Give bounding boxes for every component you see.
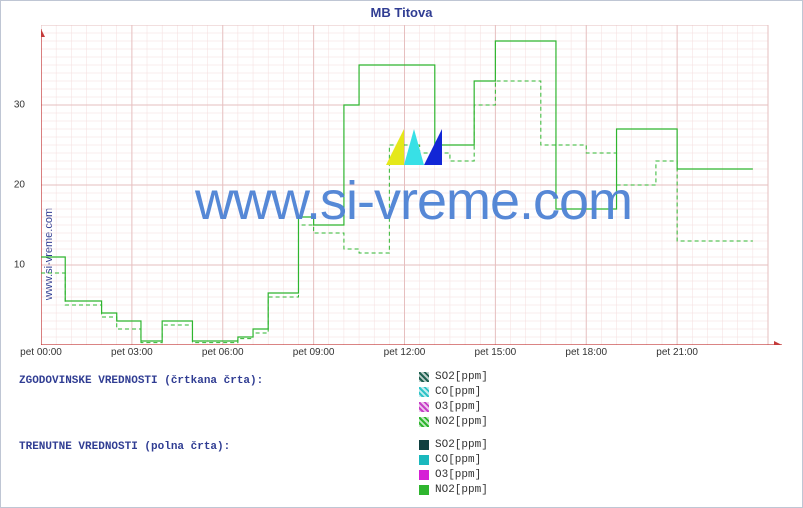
x-tick-label: pet 00:00 — [20, 347, 62, 358]
legend-item: O3[ppm] — [419, 467, 488, 482]
legend-label: O3[ppm] — [435, 401, 481, 413]
legend-item: O3[ppm] — [419, 399, 488, 414]
y-tick-label: 10 — [5, 260, 25, 271]
x-tick-label: pet 06:00 — [202, 347, 244, 358]
x-tick-label: pet 15:00 — [475, 347, 517, 358]
x-tick-label: pet 21:00 — [656, 347, 698, 358]
legend-swatch — [419, 455, 429, 465]
chart-title: MB Titova — [1, 5, 802, 20]
legend-swatch — [419, 372, 429, 382]
legend-label: NO2[ppm] — [435, 484, 488, 496]
plot-area: www.si-vreme.com — [41, 25, 786, 345]
chart-container: MB Titova www.si-vreme.com 102030 www.si… — [0, 0, 803, 508]
legend-item: NO2[ppm] — [419, 414, 488, 429]
x-tick-label: pet 18:00 — [565, 347, 607, 358]
legend-label: SO2[ppm] — [435, 371, 488, 383]
legend-item: CO[ppm] — [419, 384, 488, 399]
legend-label: CO[ppm] — [435, 454, 481, 466]
legend-historical-heading: ZGODOVINSKE VREDNOSTI (črtkana črta): — [19, 375, 789, 387]
legend-current-heading: TRENUTNE VREDNOSTI (polna črta): — [19, 441, 789, 453]
y-tick-label: 30 — [5, 100, 25, 111]
legend-label: NO2[ppm] — [435, 416, 488, 428]
legend-item: SO2[ppm] — [419, 369, 488, 384]
legend-label: O3[ppm] — [435, 469, 481, 481]
x-tick-label: pet 09:00 — [293, 347, 335, 358]
chart-svg — [41, 25, 786, 345]
legend-label: CO[ppm] — [435, 386, 481, 398]
legend-block: ZGODOVINSKE VREDNOSTI (črtkana črta): SO… — [19, 369, 789, 455]
legend-label: SO2[ppm] — [435, 439, 488, 451]
legend-item: NO2[ppm] — [419, 482, 488, 497]
legend-item: CO[ppm] — [419, 452, 488, 467]
legend-swatch — [419, 470, 429, 480]
legend-historical-items: SO2[ppm] CO[ppm] O3[ppm] NO2[ppm] — [419, 369, 488, 429]
x-tick-label: pet 12:00 — [384, 347, 426, 358]
legend-swatch — [419, 417, 429, 427]
legend-current-items: SO2[ppm] CO[ppm] O3[ppm] NO2[ppm] — [419, 437, 488, 497]
y-tick-label: 20 — [5, 180, 25, 191]
legend-swatch — [419, 387, 429, 397]
legend-swatch — [419, 440, 429, 450]
legend-swatch — [419, 485, 429, 495]
legend-item: SO2[ppm] — [419, 437, 488, 452]
legend-swatch — [419, 402, 429, 412]
x-tick-label: pet 03:00 — [111, 347, 153, 358]
